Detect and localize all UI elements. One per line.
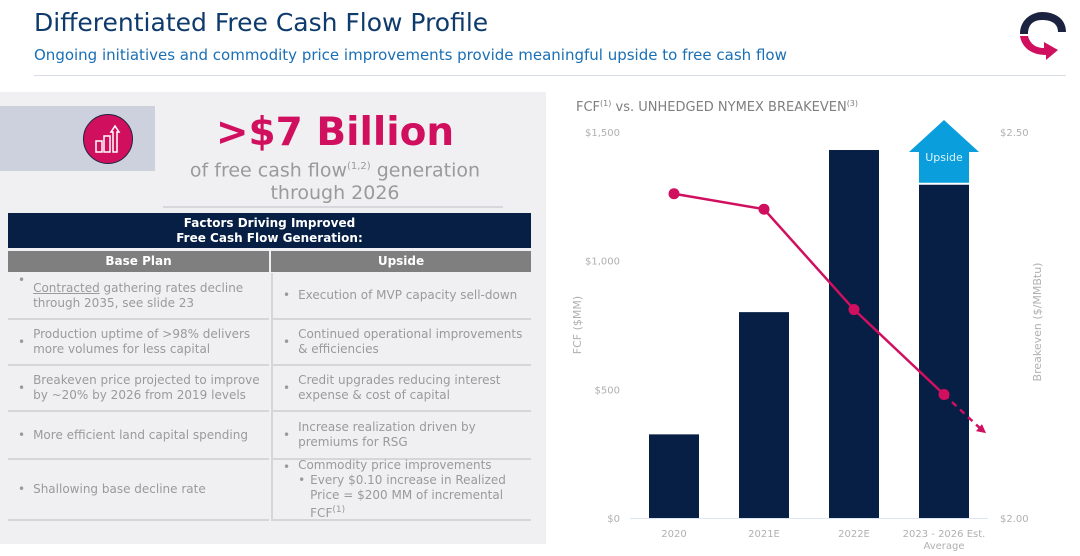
page-subtitle: Ongoing initiatives and commodity price … xyxy=(34,46,787,64)
y-axis-label: FCF ($MM) xyxy=(571,296,584,354)
chart-title: FCF(1) vs. UNHEDGED NYMEX BREAKEVEN(3) xyxy=(576,99,858,115)
company-logo-icon xyxy=(1020,12,1066,60)
base-plan-cell: • Breakeven price projected to improve by… xyxy=(8,366,269,412)
projection-arrowhead-icon xyxy=(976,424,986,434)
y2-tick-label: $2.00 xyxy=(1000,514,1029,525)
x-tick-label: 2022E xyxy=(838,529,870,540)
bar-2020 xyxy=(649,434,699,518)
base-plan-cell: • Contracted gathering rates decline thro… xyxy=(8,273,269,320)
breakeven-line xyxy=(673,192,945,396)
breakeven-point xyxy=(938,388,950,400)
upside-cell: • Credit upgrades reducing interest expen… xyxy=(271,366,531,412)
bar-2022E xyxy=(829,150,879,518)
column-header-upside: Upside xyxy=(271,251,531,272)
upside-cell: • Execution of MVP capacity sell-down xyxy=(271,273,531,320)
upside-cell: • Continued operational improvements & ef… xyxy=(271,320,531,366)
contracted-link[interactable]: Contracted xyxy=(33,280,100,295)
factors-table-title: Factors Driving Improved Free Cash Flow G… xyxy=(8,213,531,248)
base-plan-cell: • Production uptime of >98% delivers more… xyxy=(8,320,269,366)
bar-2021E xyxy=(739,312,789,518)
bar-2023 - 2026 Est. Average xyxy=(919,184,969,518)
y-tick-label: $1,000 xyxy=(585,257,620,268)
bar-chart-up-icon xyxy=(83,114,133,164)
y2-axis-label: Breakeven ($/MMBtu) xyxy=(1031,263,1044,382)
fcf-headline: >$7 Billion xyxy=(215,110,455,155)
upside-label: Upside xyxy=(925,151,963,164)
chart-panel xyxy=(552,92,1080,556)
upside-cell: • Increase realization driven by premiums… xyxy=(271,412,531,460)
y-tick-label: $1,500 xyxy=(585,128,620,139)
breakeven-projection-line xyxy=(943,393,983,431)
x-tick-label: 2020 xyxy=(661,529,686,540)
divider xyxy=(163,206,503,208)
page-title: Differentiated Free Cash Flow Profile xyxy=(34,8,489,37)
divider xyxy=(34,75,1066,76)
x-tick-label: 2021E xyxy=(748,529,780,540)
upside-cell: • Commodity price improvements • Every $0.1… xyxy=(271,458,531,521)
column-header-base-plan: Base Plan xyxy=(8,251,269,272)
base-plan-cell: • Shallowing base decline rate xyxy=(8,460,269,521)
y-tick-label: $0 xyxy=(607,514,620,525)
breakeven-point xyxy=(758,203,770,215)
x-tick-label: 2023 - 2026 Est. xyxy=(903,529,986,540)
upside-arrow-icon xyxy=(909,120,979,183)
y-tick-label: $500 xyxy=(595,385,620,396)
y2-tick-label: $2.50 xyxy=(1000,128,1029,139)
base-plan-cell: • More efficient land capital spending xyxy=(8,412,269,460)
fcf-headline-caption: of free cash flow(1,2) generation through… xyxy=(189,159,481,205)
x-tick-label: Average xyxy=(923,541,964,552)
breakeven-point xyxy=(668,188,680,200)
breakeven-point xyxy=(848,304,860,316)
